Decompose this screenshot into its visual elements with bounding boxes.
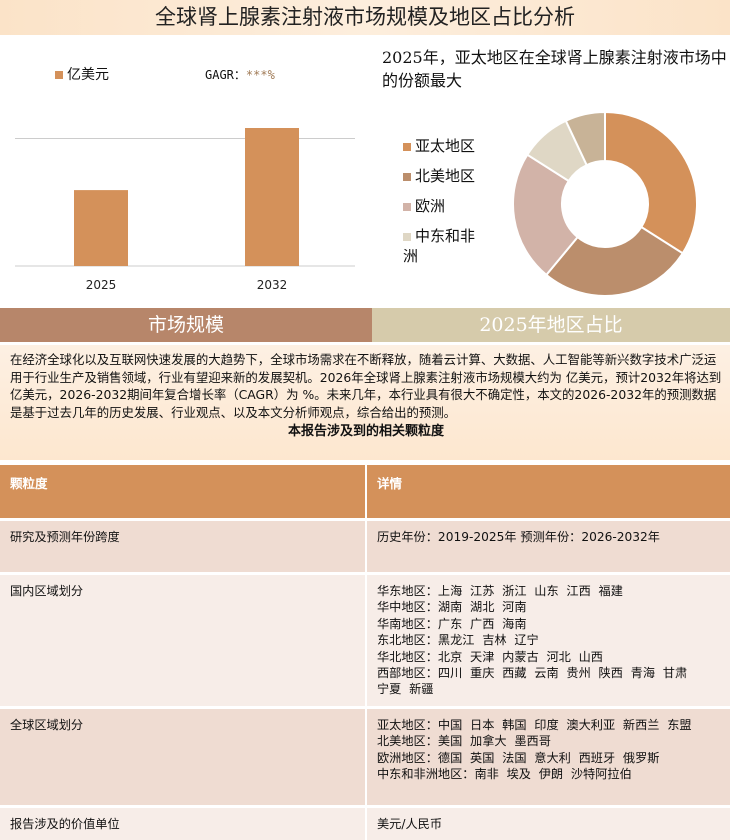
row-details: 历史年份：2019-2025年 预测年份：2026-2032年 <box>365 519 730 574</box>
legend-label: 亿美元 <box>67 67 109 83</box>
legend-label: 中东和非洲 <box>403 227 476 265</box>
header-details: 详情 <box>365 463 730 520</box>
row-details: 华东地区：上海 江苏 浙江 山东 江西 福建 华中地区：湖南 湖北 河南 华南地区：… <box>365 573 730 708</box>
legend-swatch <box>55 71 63 79</box>
pie-title: 2025年，亚太地区在全球肾上腺素注射液市场中的份额最大 <box>382 48 727 90</box>
bar-chart: 2025 2032 <box>15 128 355 292</box>
divider <box>15 138 355 139</box>
table-row: 全球区域划分 亚太地区：中国 日本 韩国 印度 澳大利亚 新西兰 东盟 北美地区：美… <box>0 707 730 807</box>
detail-line: 历史年份：2019-2025年 预测年份：2026-2032年 <box>377 530 660 544</box>
row-details: 美元/人民币 <box>365 806 730 840</box>
row-label: 国内区域划分 <box>0 573 366 708</box>
gagr-text: GAGR： <box>205 68 246 82</box>
detail-line: 华中地区：湖南 湖北 河南 <box>377 600 527 615</box>
detail-line: 华东地区：上海 江苏 浙江 山东 江西 福建 <box>377 584 623 598</box>
legend-swatch <box>403 172 411 181</box>
row-label: 研究及预测年份跨度 <box>0 519 366 574</box>
granularity-table: 颗粒度 详情 研究及预测年份跨度 历史年份：2019-2025年 预测年份：2026… <box>0 462 730 840</box>
row-label: 报告涉及的价值单位 <box>0 806 366 840</box>
bar-2032 <box>245 128 299 266</box>
pie-legend-item: 亚太地区 <box>403 136 483 156</box>
x-tick-label: 2025 <box>86 278 117 292</box>
detail-line: 中东和非洲地区：南非 埃及 伊朗 沙特阿拉伯 <box>377 767 632 782</box>
market-size-chart: 亿美元 GAGR：***% 2025 2032 <box>0 38 372 300</box>
pie-slice-0 <box>604 110 698 255</box>
pie-slice-1 <box>544 225 685 297</box>
x-tick-label: 2032 <box>257 278 288 292</box>
pie-slice-other <box>564 110 606 167</box>
detail-line: 北美地区：美国 加拿大 墨西哥 <box>377 734 551 749</box>
legend-label: 欧洲 <box>415 197 446 215</box>
detail-line: 宁夏 新疆 <box>377 682 434 697</box>
detail-line: 欧洲地区：德国 英国 法国 意大利 西班牙 俄罗斯 <box>377 750 660 765</box>
pie-chart <box>512 110 698 297</box>
legend-label: 北美地区 <box>415 167 476 185</box>
table-title: 本报告涉及到的相关颗粒度 <box>287 424 444 439</box>
pie-legend-item: 中东和非洲 <box>403 226 483 266</box>
legend-swatch <box>403 202 411 211</box>
detail-line: 西部地区：四川 重庆 西藏 云南 贵州 陕西 青海 甘肃 <box>377 666 688 681</box>
bar-2025 <box>74 190 128 266</box>
section-market-size: 市场规模 <box>0 308 372 342</box>
table-row: 国内区域划分 华东地区：上海 江苏 浙江 山东 江西 福建 华中地区：湖南 湖北 河… <box>0 573 730 708</box>
gagr-label: GAGR：***% <box>205 66 275 83</box>
page-title: 全球肾上腺素注射液市场规模及地区占比分析 <box>0 0 730 35</box>
detail-line: 华南地区：广东 广西 海南 <box>377 616 527 631</box>
legend-swatch <box>403 142 411 151</box>
detail-line: 亚太地区：中国 日本 韩国 印度 澳大利亚 新西兰 东盟 <box>377 717 692 732</box>
intro-paragraph: 在经济全球化以及互联网快速发展的大趋势下，全球市场需求在不断释放，随着云计算、大… <box>10 352 722 420</box>
section-region-share: 2025年地区占比 <box>372 308 730 342</box>
gagr-value: ***% <box>245 68 275 82</box>
bar-legend: 亿美元 <box>55 64 109 84</box>
pie-slice-2 <box>512 153 579 277</box>
pie-legend-item: 欧洲 <box>403 196 483 216</box>
detail-line: 华北地区：北京 天津 内蒙古 河北 山西 <box>377 649 603 664</box>
detail-line: 东北地区：黑龙江 吉林 辽宁 <box>377 633 539 648</box>
intro-text-block: 在经济全球化以及互联网快速发展的大趋势下，全球市场需求在不断释放，随着云计算、大… <box>0 345 730 460</box>
detail-line: 美元/人民币 <box>377 816 443 831</box>
legend-swatch <box>403 232 411 241</box>
table-row: 报告涉及的价值单位 美元/人民币 <box>0 806 730 840</box>
pie-legend: 亚太地区北美地区欧洲中东和非洲 <box>403 136 483 276</box>
row-details: 亚太地区：中国 日本 韩国 印度 澳大利亚 新西兰 东盟 北美地区：美国 加拿大 … <box>365 707 730 807</box>
row-label: 全球区域划分 <box>0 707 366 807</box>
legend-label: 亚太地区 <box>415 137 476 155</box>
header-granularity: 颗粒度 <box>0 463 366 520</box>
pie-legend-item: 北美地区 <box>403 166 483 186</box>
table-row: 研究及预测年份跨度 历史年份：2019-2025年 预测年份：2026-2032年 <box>0 519 730 574</box>
